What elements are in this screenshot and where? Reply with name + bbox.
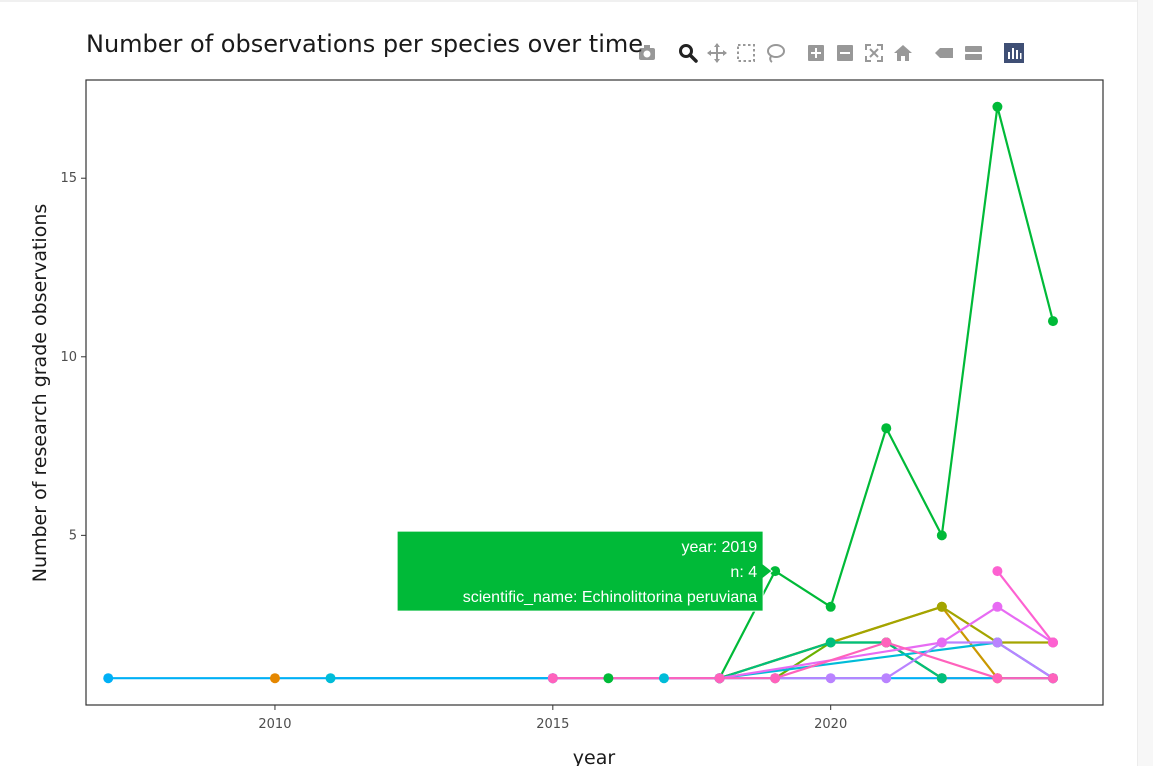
data-point[interactable] [770, 673, 781, 684]
tooltip-box [396, 530, 773, 612]
series-line-9[interactable] [775, 641, 1054, 680]
x-tick-label: 2010 [258, 717, 291, 732]
data-point[interactable] [992, 637, 1003, 648]
series-line-12[interactable] [996, 570, 1054, 644]
data-point[interactable] [269, 673, 280, 684]
data-point[interactable] [770, 566, 781, 577]
data-point[interactable] [992, 601, 1003, 612]
box-select-icon[interactable] [735, 42, 757, 64]
zoom-out-icon[interactable] [834, 42, 856, 64]
data-point[interactable] [881, 423, 892, 434]
data-point[interactable] [825, 673, 836, 684]
data-point[interactable] [825, 601, 836, 612]
zoom-icon[interactable] [677, 42, 699, 64]
data-point[interactable] [936, 601, 947, 612]
x-axis-title: year [573, 747, 616, 766]
tooltip-line: scientific_name: Echinolittorina peruvia… [463, 589, 757, 606]
data-point[interactable] [1047, 637, 1058, 648]
x-tick-label: 2020 [814, 717, 847, 732]
tooltip-line: year: 2019 [682, 539, 758, 556]
lasso-select-icon[interactable] [764, 42, 786, 64]
series-layer [103, 101, 1058, 684]
hover-tooltip: year: 2019 n: 4 scientific_name: Echinolit… [396, 530, 773, 612]
series-line-11[interactable] [552, 641, 1053, 680]
hover-compare-icon[interactable] [962, 42, 984, 64]
y-axis: 5 10 15 [60, 171, 86, 543]
modebar [636, 40, 1032, 66]
data-point[interactable] [1047, 673, 1058, 684]
series-line-0[interactable] [608, 105, 1055, 680]
data-point[interactable] [658, 673, 669, 684]
pan-icon[interactable] [706, 42, 728, 64]
data-point[interactable] [936, 637, 947, 648]
autoscale-icon[interactable] [863, 42, 885, 64]
data-point[interactable] [103, 673, 114, 684]
hover-closest-icon[interactable] [933, 42, 955, 64]
reset-axes-icon[interactable] [892, 42, 914, 64]
y-tick-label: 10 [60, 350, 77, 365]
y-tick-label: 15 [60, 171, 77, 186]
data-point[interactable] [1047, 316, 1058, 327]
y-tick-label: 5 [69, 528, 77, 543]
scrollbar-track[interactable] [1137, 0, 1153, 766]
data-point[interactable] [825, 637, 836, 648]
data-point[interactable] [547, 673, 558, 684]
plotly-logo-icon[interactable] [1003, 42, 1025, 64]
tooltip-line: n: 4 [730, 564, 757, 581]
x-tick-label: 2015 [536, 717, 569, 732]
data-point[interactable] [992, 566, 1003, 577]
data-point[interactable] [992, 673, 1003, 684]
data-point[interactable] [992, 101, 1003, 112]
y-axis-title: Number of research grade observations [29, 204, 51, 583]
data-point[interactable] [881, 673, 892, 684]
zoom-in-icon[interactable] [805, 42, 827, 64]
data-point[interactable] [325, 673, 336, 684]
data-point[interactable] [881, 637, 892, 648]
page-top-border [0, 0, 1137, 2]
chart-title: Number of observations per species over … [86, 30, 643, 58]
data-point[interactable] [714, 673, 725, 684]
camera-icon[interactable] [636, 42, 658, 64]
data-point[interactable] [936, 673, 947, 684]
data-point[interactable] [603, 673, 614, 684]
x-axis: 2010 2015 2020 [258, 705, 847, 732]
data-point[interactable] [936, 530, 947, 541]
